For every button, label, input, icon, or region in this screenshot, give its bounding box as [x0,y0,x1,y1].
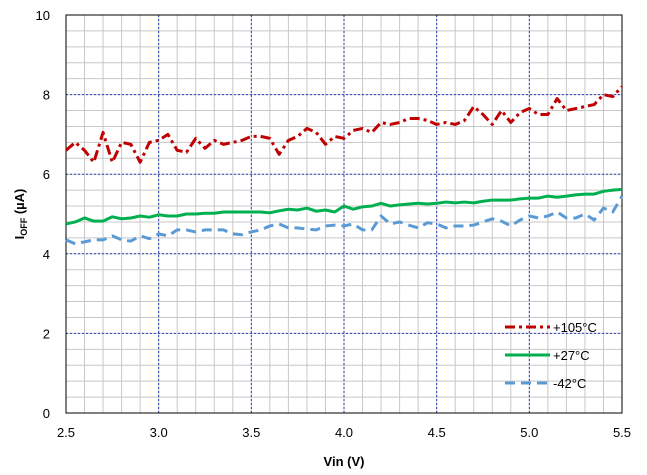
legend-label-0: +105°C [553,320,597,335]
x-tick-label: 4.0 [335,425,353,440]
minor-gridlines [65,14,623,414]
y-axis-title-main: I [12,236,27,240]
series-line-0 [65,85,624,164]
y-axis-title: IOFF (µA) [12,189,29,240]
x-tick-label: 5.0 [520,425,538,440]
plot-area-frame [65,14,623,414]
y-tick-label: 10 [36,8,50,23]
x-tick-label: 4.5 [428,425,446,440]
y-tick-label: 8 [43,88,50,103]
legend-label-2: -42°C [553,376,586,391]
x-tick-label: 2.5 [57,425,75,440]
series-line-1 [65,187,623,226]
y-axis-tick-labels: 0 2 4 6 8 10 [36,8,50,421]
series-layer [65,85,624,246]
legend-label-1: +27°C [553,348,590,363]
y-tick-label: 2 [43,326,50,341]
x-tick-label: 3.5 [242,425,260,440]
y-tick-label: 4 [43,247,50,262]
x-tick-label: 5.5 [613,425,631,440]
x-axis-tick-labels: 2.5 3.0 3.5 4.0 4.5 5.0 5.5 [57,425,631,440]
x-axis-title: Vin (V) [324,454,365,469]
y-tick-label: 6 [43,167,50,182]
series-line-2 [65,195,624,246]
y-axis-title-subscript: OFF [19,217,29,235]
x-tick-label: 3.0 [150,425,168,440]
y-tick-label: 0 [43,406,50,421]
legend: +105°C +27°C -42°C [505,320,597,391]
y-axis-title-unit: (µA) [12,189,27,218]
